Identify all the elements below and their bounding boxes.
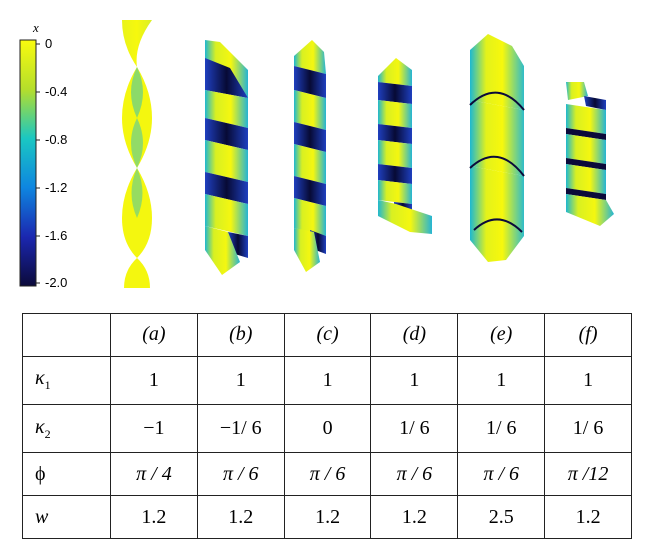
ribbon-d (378, 58, 432, 234)
table-cell: 0 (283, 404, 372, 454)
table-cell: π / 6 (196, 452, 285, 497)
row-header-kappa2: κ2 (22, 404, 111, 454)
row-header-kappa1: κ1 (22, 355, 111, 406)
column-header: (f) (544, 313, 632, 357)
table-cell: 1 (283, 355, 372, 406)
column-header: (c) (283, 313, 372, 357)
table-cell: 1 (370, 355, 459, 406)
row-symbol: w (35, 505, 49, 528)
table-cell: 1/ 6 (457, 404, 546, 454)
table-cell: π / 6 (457, 452, 546, 497)
table-cell: 1 (544, 355, 632, 406)
table-corner-cell (22, 313, 111, 357)
ribbon-f (566, 82, 614, 226)
table-cell: 1/ 6 (544, 404, 632, 454)
ribbon-b (205, 40, 248, 275)
table-cell: 1 (196, 355, 285, 406)
table-cell: 1/ 6 (370, 404, 459, 454)
table-row-kappa1: κ1 1 1 1 1 1 1 (22, 355, 632, 406)
table-cell: 1.2 (110, 495, 198, 539)
table-row-phi: ϕ π / 4 π / 6 π / 6 π / 6 π / 6 π /12 (22, 452, 632, 497)
ribbon-a (122, 20, 152, 288)
row-symbol: ϕ (35, 462, 46, 485)
column-header: (e) (457, 313, 546, 357)
colorbar-tick-label: -2.0 (45, 275, 68, 290)
table-row-kappa2: κ2 −1 −1/ 6 0 1/ 6 1/ 6 1/ 6 (22, 404, 632, 454)
row-header-phi: ϕ (22, 452, 111, 497)
ribbon-e (469, 34, 525, 262)
colorbar-ticks (36, 43, 40, 284)
column-header: (d) (370, 313, 459, 357)
table-row-w: w 1.2 1.2 1.2 1.2 2.5 1.2 (22, 495, 632, 539)
colorbar-tick-label: -1.6 (45, 228, 68, 243)
table-cell: 1 (110, 355, 198, 406)
table-cell: −1/ 6 (196, 404, 285, 454)
row-subscript: 1 (44, 378, 51, 393)
row-subscript: 2 (44, 426, 51, 441)
table-cell: −1 (110, 404, 198, 454)
colorbar-title: x (33, 20, 39, 35)
colorbar (19, 39, 37, 287)
colorbar-tick-label: -0.8 (45, 132, 68, 147)
table-cell: 1.2 (370, 495, 459, 539)
table-header-row: (a) (b) (c) (d) (e) (f) (22, 313, 632, 357)
table-cell: 1.2 (544, 495, 632, 539)
row-header-w: w (22, 495, 111, 539)
table-cell: 1.2 (196, 495, 285, 539)
table-cell: π / 4 (110, 452, 198, 497)
colorbar-tick-label: -1.2 (45, 180, 68, 195)
column-header: (b) (196, 313, 285, 357)
table-cell: π / 6 (283, 452, 372, 497)
ribbon-c (294, 40, 326, 272)
table-cell: π / 6 (370, 452, 459, 497)
table-cell: 1.2 (283, 495, 372, 539)
table-cell: π /12 (544, 452, 632, 497)
parameter-table: (a) (b) (c) (d) (e) (f) κ1 1 1 1 1 1 1 κ… (22, 313, 632, 539)
table-cell: 1 (457, 355, 546, 406)
column-header: (a) (110, 313, 198, 357)
colorbar-tick-label: 0 (45, 36, 53, 51)
table-cell: 2.5 (457, 495, 546, 539)
row-symbol: κ (35, 367, 45, 390)
colorbar-tick-label: -0.4 (45, 84, 68, 99)
row-symbol: κ (35, 415, 45, 438)
ribbon-figure (19, 20, 614, 288)
